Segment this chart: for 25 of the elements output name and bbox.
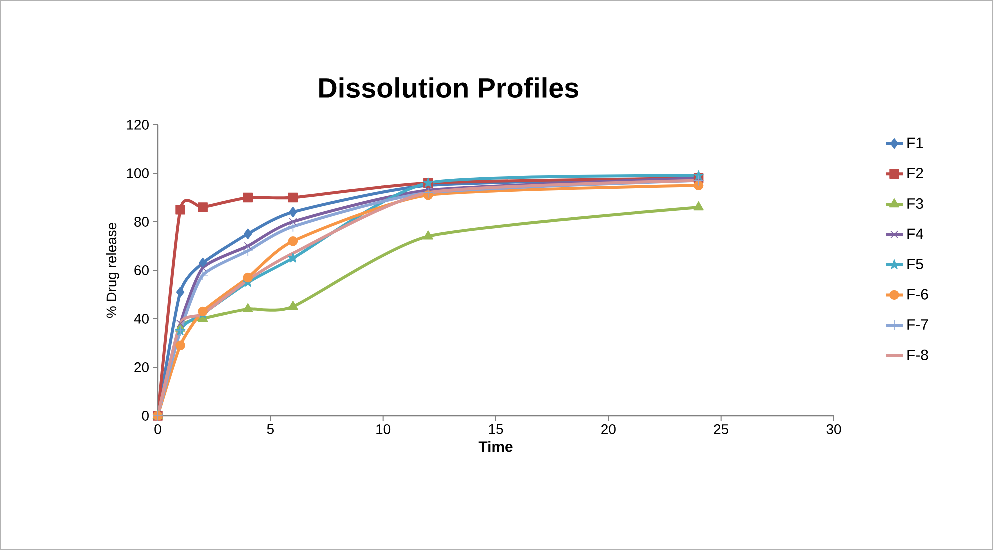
legend-label: F2 [908, 168, 924, 179]
x-tick-label: 25 [714, 424, 729, 434]
y-tick-label: 0 [142, 411, 149, 421]
y-tick-label: 80 [134, 217, 149, 227]
x-tick-label: 30 [826, 424, 842, 434]
y-tick-label: 40 [134, 314, 149, 324]
x-tick-label: 10 [376, 424, 391, 434]
legend-label: F1 [908, 138, 924, 148]
y-tick-label: 60 [134, 266, 149, 276]
legend-label: F-6 [908, 289, 928, 300]
y-tick-label: 120 [127, 120, 149, 130]
legend-label: F4 [908, 228, 924, 240]
legend-label: F-7 [908, 320, 928, 330]
x-tick-label: 0 [154, 424, 162, 434]
legend-label: F-8 [908, 350, 928, 360]
y-axis-title: % Drug release [106, 223, 120, 318]
legend-label: F5 [908, 259, 924, 270]
chart-title: Dissolution Profiles [320, 78, 579, 98]
y-tick-label: 20 [134, 362, 149, 372]
x-tick-label: 5 [267, 424, 274, 434]
x-tick-label: 20 [602, 424, 616, 434]
x-axis-title: Time [478, 441, 513, 452]
y-tick-label: 100 [127, 168, 149, 178]
legend-label: F3 [908, 198, 924, 210]
x-tick-label: 15 [489, 424, 504, 434]
